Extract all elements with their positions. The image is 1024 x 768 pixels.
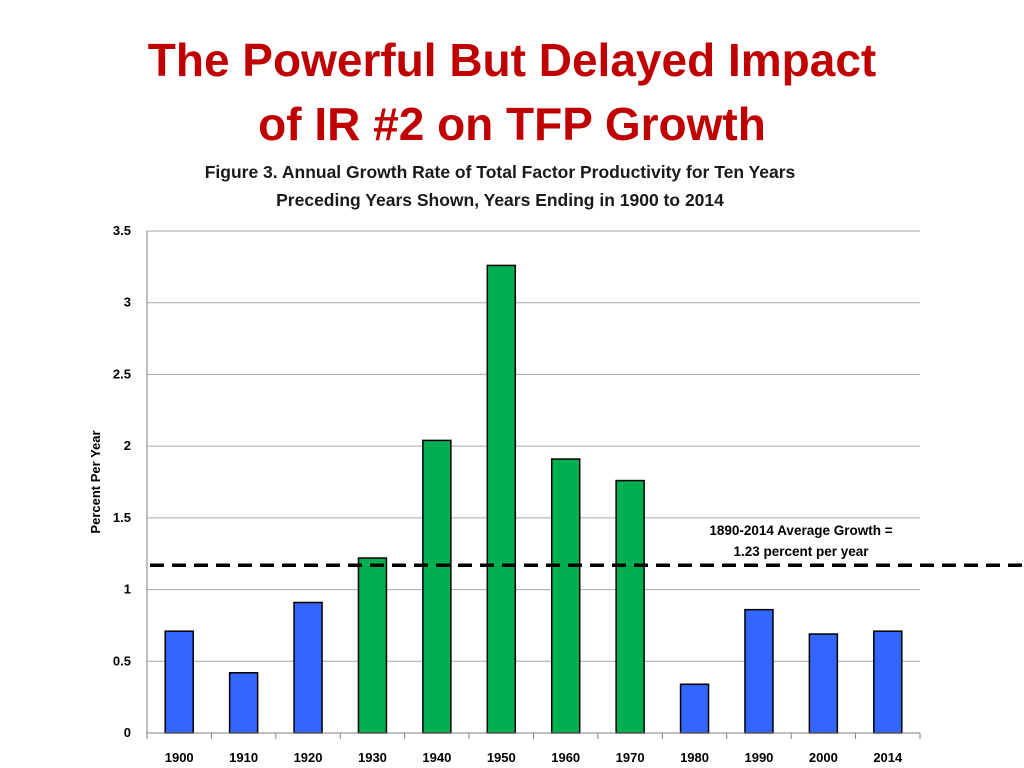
x-tick-label: 1930 bbox=[358, 750, 387, 765]
bar-1990 bbox=[744, 608, 774, 734]
y-axis-label: Percent Per Year bbox=[88, 430, 103, 533]
chart-title-line-2: Preceding Years Shown, Years Ending in 1… bbox=[276, 190, 724, 210]
bar-2014 bbox=[873, 630, 903, 734]
slide-title-line-2: of IR #2 on TFP Growth bbox=[258, 98, 766, 150]
y-tick-label: 0 bbox=[124, 725, 131, 740]
axes bbox=[146, 231, 920, 734]
x-tick-label: 1980 bbox=[680, 750, 709, 765]
y-tick-label: 2.5 bbox=[113, 366, 131, 381]
chart-title-line-1: Figure 3. Annual Growth Rate of Total Fa… bbox=[204, 162, 796, 182]
y-tick-label: 1.5 bbox=[113, 510, 131, 525]
gridlines bbox=[147, 230, 920, 662]
bar-1930 bbox=[357, 557, 388, 734]
x-tick-label: 1900 bbox=[165, 750, 194, 765]
x-tick-label: 2014 bbox=[873, 750, 903, 765]
average-label-line-2: 1.23 percent per year bbox=[733, 544, 869, 559]
bar-2000 bbox=[808, 633, 839, 734]
x-tick-label: 2000 bbox=[809, 750, 838, 765]
bar-1970 bbox=[615, 479, 645, 734]
y-tick-label: 0.5 bbox=[113, 653, 131, 668]
slide-title-line-1: The Powerful But Delayed Impact bbox=[147, 34, 877, 86]
bar-1980 bbox=[679, 683, 710, 734]
y-axis-ticks: 0 0.5 1 1.5 2 2.5 3 3.5 bbox=[113, 223, 131, 740]
x-tick-label: 1950 bbox=[487, 750, 516, 765]
average-label-line-1: 1890-2014 Average Growth = bbox=[709, 523, 892, 538]
bar-1950 bbox=[486, 264, 517, 734]
slide-title: The Powerful But Delayed Impact of IR #2… bbox=[0, 28, 1024, 156]
bar-1960 bbox=[550, 458, 581, 734]
y-tick-label: 3.5 bbox=[113, 223, 131, 238]
y-tick-label: 3 bbox=[124, 295, 131, 310]
x-tick-label: 1910 bbox=[229, 750, 258, 765]
y-tick-label: 2 bbox=[124, 438, 131, 453]
chart-title: Figure 3. Annual Growth Rate of Total Fa… bbox=[0, 158, 1000, 214]
x-tick-label: 1990 bbox=[744, 750, 773, 765]
y-tick-label: 1 bbox=[124, 582, 131, 597]
x-tick-label: 1940 bbox=[422, 750, 451, 765]
x-tick-label: 1920 bbox=[294, 750, 323, 765]
bars bbox=[164, 264, 903, 734]
x-tick-label: 1960 bbox=[551, 750, 580, 765]
bar-1920 bbox=[293, 601, 323, 734]
x-axis-ticks: 1900 1910 1920 1930 1940 1950 1960 1970 1980 1990… bbox=[146, 733, 921, 765]
x-tick-label: 1970 bbox=[616, 750, 645, 765]
bar-1910 bbox=[228, 672, 259, 734]
bar-1900 bbox=[164, 630, 194, 734]
bar-1940 bbox=[422, 439, 452, 734]
